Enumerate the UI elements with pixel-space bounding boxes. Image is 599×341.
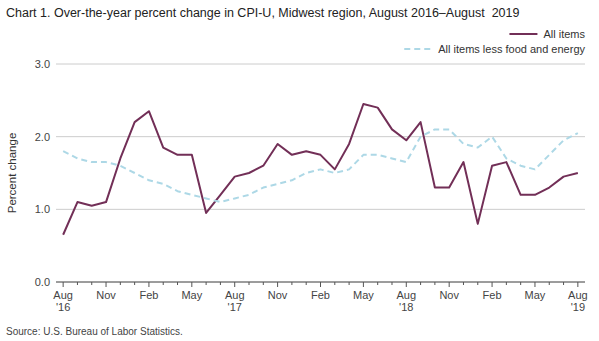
x-tick <box>420 282 421 285</box>
x-tick-label-line: May <box>353 289 374 301</box>
x-tick-label-line: '16 <box>56 301 70 313</box>
x-tick-label-line: May <box>181 289 202 301</box>
x-tick <box>277 282 278 287</box>
y-tick-label: 0.0 <box>35 276 50 288</box>
x-tick <box>120 282 121 285</box>
source-note: Source: U.S. Bureau of Labor Statistics. <box>6 326 183 337</box>
y-tick-label: 1.0 <box>35 203 50 215</box>
x-tick-label-line: Aug <box>396 289 416 301</box>
x-tick-label-line: Feb <box>483 289 502 301</box>
y-tick-label: 3.0 <box>35 58 50 70</box>
x-tick-label: May <box>353 289 374 301</box>
x-tick <box>391 282 392 285</box>
x-tick <box>220 282 221 285</box>
x-tick <box>449 282 450 287</box>
x-tick-label-line: Feb <box>311 289 330 301</box>
grid-line <box>56 64 585 65</box>
x-tick <box>506 282 507 285</box>
x-tick <box>134 282 135 285</box>
chart: Chart 1. Over-the-year percent change in… <box>0 0 599 341</box>
x-tick <box>563 282 564 285</box>
x-tick-label: Aug'17 <box>225 289 245 313</box>
x-tick <box>363 282 364 287</box>
x-tick <box>520 282 521 285</box>
x-tick <box>534 282 535 287</box>
x-tick <box>434 282 435 285</box>
x-tick-label: May <box>525 289 546 301</box>
x-tick <box>249 282 250 285</box>
legend-swatch <box>404 48 432 50</box>
x-tick-label-line: Aug <box>225 289 245 301</box>
x-tick <box>177 282 178 285</box>
x-tick <box>377 282 378 285</box>
x-tick <box>306 282 307 285</box>
x-tick <box>577 282 578 287</box>
x-tick <box>234 282 235 287</box>
x-tick-label: Nov <box>439 289 459 301</box>
x-tick <box>334 282 335 285</box>
y-tick-label: 2.0 <box>35 131 50 143</box>
x-tick-label-line: May <box>525 289 546 301</box>
x-tick <box>191 282 192 287</box>
x-tick-label-line: '17 <box>228 301 242 313</box>
x-tick <box>320 282 321 287</box>
lines <box>63 104 578 235</box>
legend-label: All items less food and energy <box>438 43 585 55</box>
legend-label: All items <box>543 28 585 40</box>
grid-line <box>56 209 585 210</box>
series-line <box>63 104 578 235</box>
x-tick <box>91 282 92 285</box>
x-tick <box>291 282 292 285</box>
x-tick <box>206 282 207 285</box>
x-tick <box>349 282 350 285</box>
legend: All items All items less food and energy <box>404 28 585 55</box>
legend-swatch <box>509 33 537 35</box>
x-tick-label-line: Nov <box>268 289 288 301</box>
x-tick-label: Feb <box>483 289 502 301</box>
x-tick-label-line: Nov <box>96 289 116 301</box>
x-tick-label-line: '19 <box>571 301 585 313</box>
x-tick-label-line: Nov <box>439 289 459 301</box>
x-tick <box>477 282 478 285</box>
y-axis-label: Percent change <box>6 133 18 214</box>
x-tick-label: Nov <box>96 289 116 301</box>
x-tick-label: Aug'16 <box>53 289 73 313</box>
x-tick-label-line: Aug <box>53 289 73 301</box>
x-tick <box>63 282 64 287</box>
x-tick <box>163 282 164 285</box>
x-tick <box>463 282 464 285</box>
x-tick-label: Aug'19 <box>568 289 588 313</box>
x-tick-label-line: '18 <box>399 301 413 313</box>
title: Chart 1. Over-the-year percent change in… <box>6 6 520 20</box>
x-tick <box>106 282 107 287</box>
x-tick <box>549 282 550 285</box>
x-tick-label-line: Feb <box>139 289 158 301</box>
x-tick-label-line: Aug <box>568 289 588 301</box>
x-tick <box>263 282 264 285</box>
x-tick-label: Aug'18 <box>396 289 416 313</box>
x-tick-label: May <box>181 289 202 301</box>
series-line <box>63 129 578 202</box>
x-tick-label: Feb <box>311 289 330 301</box>
grid-line <box>56 136 585 137</box>
x-tick <box>148 282 149 287</box>
x-tick-label: Feb <box>139 289 158 301</box>
x-tick <box>77 282 78 285</box>
x-tick <box>492 282 493 287</box>
x-tick <box>406 282 407 287</box>
x-tick-label: Nov <box>268 289 288 301</box>
